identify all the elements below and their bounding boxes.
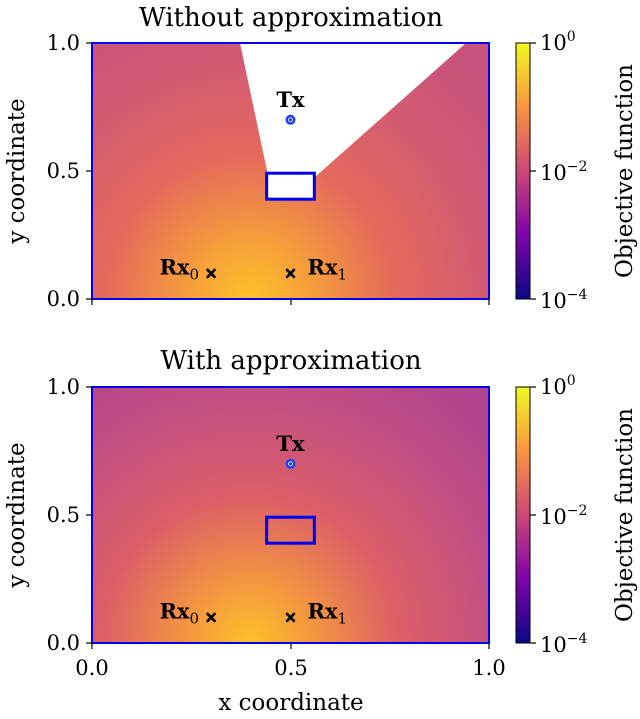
x-axis xyxy=(91,299,490,305)
colorbar-label: Objective function xyxy=(612,408,638,622)
obstacle-box xyxy=(265,515,316,545)
colorbar-tick-label: 100 xyxy=(540,29,576,55)
tx-marker xyxy=(285,458,296,469)
panel-bottom: With approximation 0.0 0.5 1.0 y coordin… xyxy=(4,346,638,716)
rx-marker xyxy=(206,612,216,623)
y-axis-label: y coordinate xyxy=(4,98,30,244)
rx-marker xyxy=(285,612,296,623)
x-axis: 0.0 0.5 1.0 x coordinate xyxy=(75,643,506,716)
colorbar-label: Objective function xyxy=(612,64,638,278)
colorbar-gradient xyxy=(515,386,531,644)
x-axis-label: x coordinate xyxy=(218,690,363,716)
y-tick-label: 0.5 xyxy=(47,503,80,527)
chart-title: With approximation xyxy=(160,346,421,376)
colorbar: 100 10−2 10−4 Objective function xyxy=(515,29,638,313)
colorbar-tick-label: 10−4 xyxy=(540,631,587,657)
tx-marker-inner xyxy=(288,117,293,123)
heatmap-field xyxy=(93,387,489,643)
y-axis-label: y coordinate xyxy=(4,442,30,588)
panel-top: Without approximation 0.0 0.5 1.0 y coor… xyxy=(4,3,638,313)
colorbar-tick-label: 10−2 xyxy=(540,159,587,185)
rx-marker xyxy=(285,268,296,279)
tx-label: Tx xyxy=(276,431,305,456)
colorbar-tick-label: 10−4 xyxy=(540,287,587,313)
obstacle-box xyxy=(265,171,316,201)
y-tick-label: 1.0 xyxy=(47,31,80,55)
y-axis: 0.0 0.5 1.0 y coordinate xyxy=(4,31,92,311)
colorbar-tick-label: 100 xyxy=(540,373,576,399)
tx-label: Tx xyxy=(276,87,305,112)
y-tick-label: 0.0 xyxy=(47,287,80,311)
colorbar-tick-label: 10−2 xyxy=(540,503,587,529)
tx-marker-inner xyxy=(288,461,293,467)
tx-marker xyxy=(285,114,296,125)
y-tick-label: 0.5 xyxy=(47,159,80,183)
x-tick-label: 0.5 xyxy=(274,656,307,680)
blocked-region xyxy=(240,43,466,185)
y-tick-label: 0.0 xyxy=(47,631,80,655)
x-tick-label: 0.0 xyxy=(75,656,108,680)
chart-title: Without approximation xyxy=(139,3,443,33)
colorbar-gradient xyxy=(515,42,531,300)
y-axis: 0.0 0.5 1.0 y coordinate xyxy=(4,375,92,655)
y-tick-label: 1.0 xyxy=(47,375,80,399)
rx-marker xyxy=(206,268,216,279)
x-tick-label: 1.0 xyxy=(472,656,505,680)
colorbar: 100 10−2 10−4 Objective function xyxy=(515,373,638,657)
